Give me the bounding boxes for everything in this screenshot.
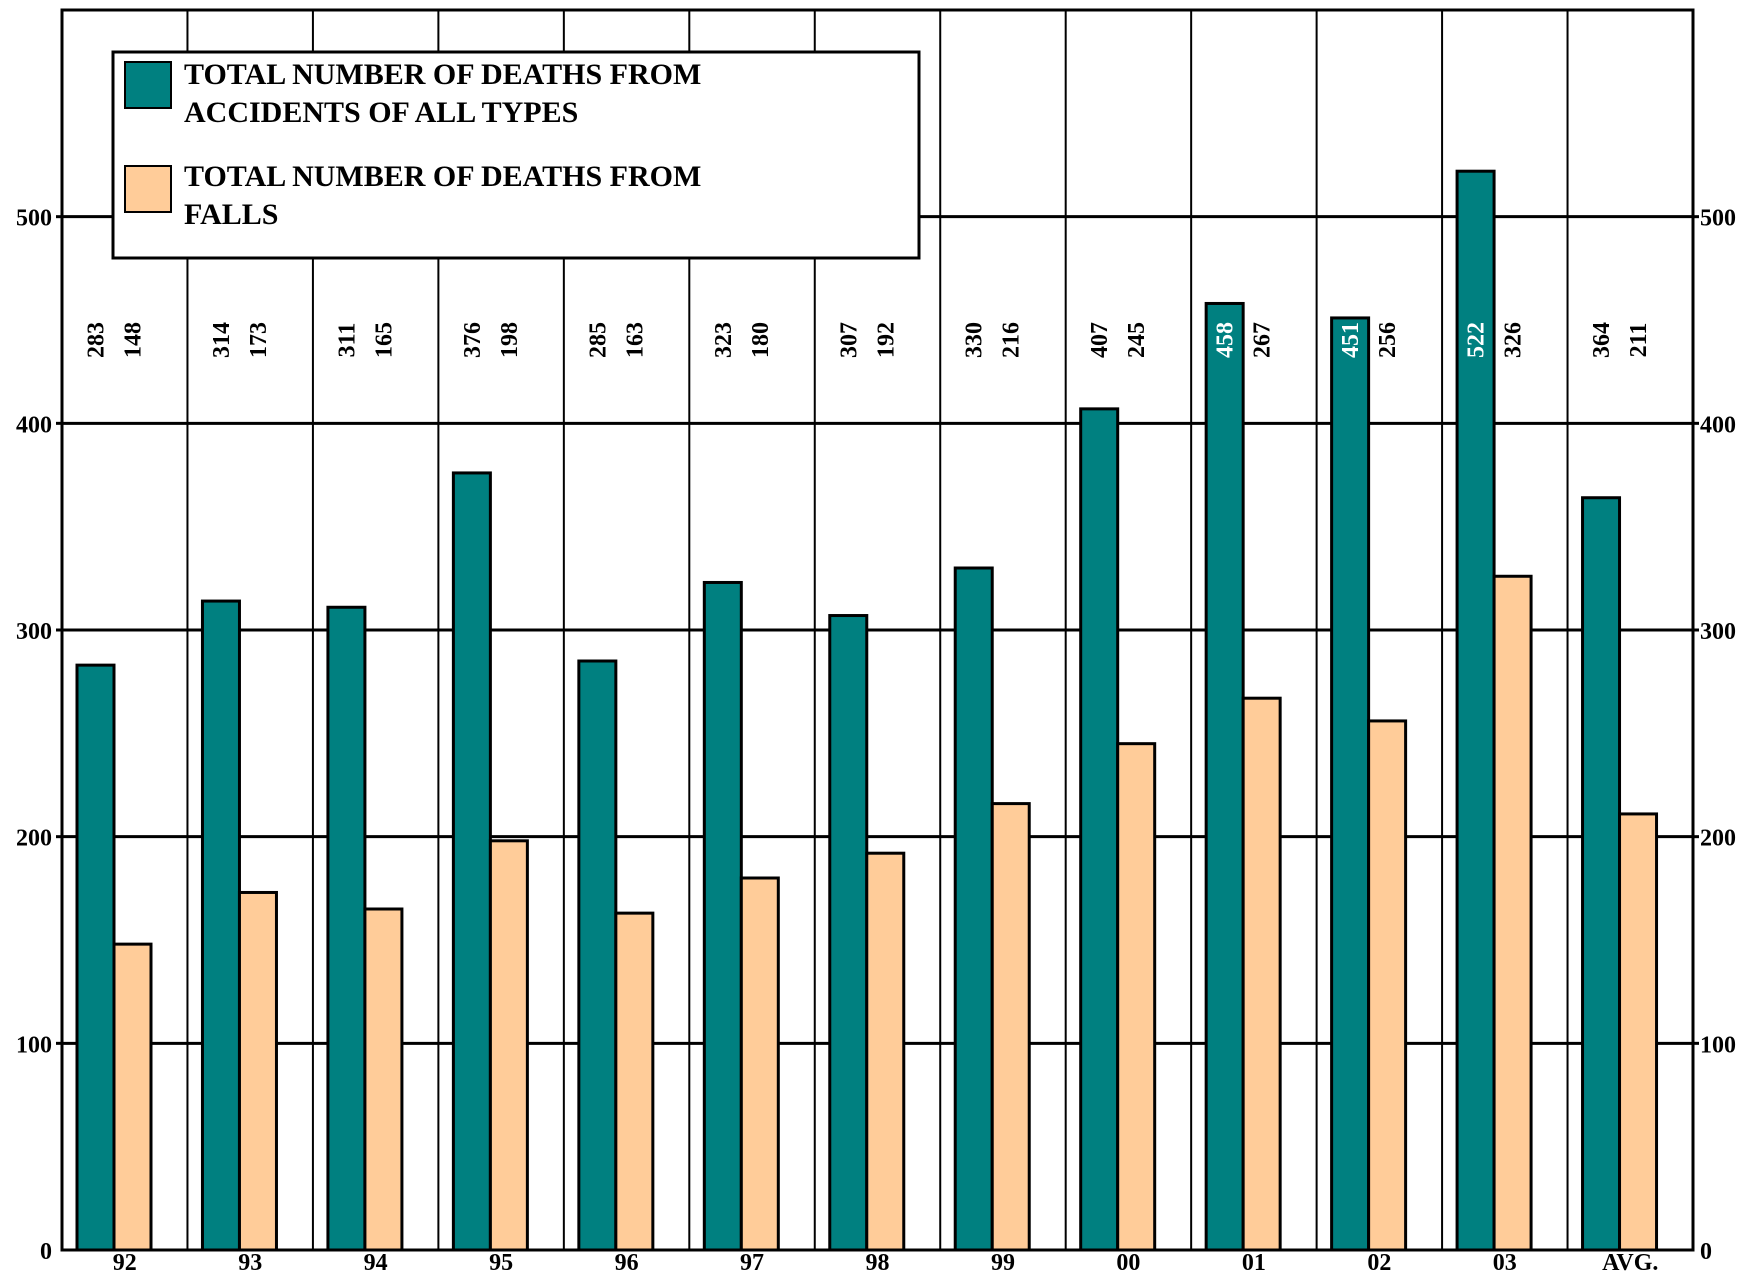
x-tick-label-00: 00 — [1116, 1250, 1140, 1273]
legend-box — [111, 50, 921, 260]
x-tick-label-94: 94 — [364, 1250, 388, 1273]
y-tick-label-right: 400 — [1700, 412, 1736, 438]
data-label-accidents-02: 451 — [1338, 322, 1364, 358]
data-label-falls-94: 165 — [371, 322, 397, 358]
data-label-falls-97: 180 — [748, 322, 774, 358]
data-label-accidents-AVG.: 364 — [1589, 322, 1615, 358]
y-tick-label-left: 400 — [16, 412, 52, 438]
data-label-accidents-98: 307 — [836, 322, 862, 358]
data-label-accidents-00: 407 — [1087, 322, 1113, 358]
bar-accidents-97 — [702, 580, 743, 1252]
data-label-falls-02: 256 — [1375, 322, 1401, 358]
data-label-accidents-97: 323 — [711, 322, 737, 358]
x-tick-label-98: 98 — [866, 1250, 890, 1273]
bar-falls-00 — [1116, 742, 1157, 1252]
bar-falls-96 — [614, 911, 655, 1252]
x-tick-label-95: 95 — [489, 1250, 513, 1273]
legend-falls-label: TOTAL NUMBER OF DEATHS FROM — [184, 160, 701, 193]
bar-accidents-93 — [200, 599, 241, 1252]
data-label-falls-99: 216 — [999, 322, 1025, 358]
data-label-falls-01: 267 — [1250, 322, 1276, 358]
data-label-falls-00: 245 — [1124, 322, 1150, 358]
x-tick-label-92: 92 — [113, 1250, 137, 1273]
y-tick-label-right: 300 — [1700, 619, 1736, 645]
x-tick-label-AVG.: AVG. — [1602, 1250, 1658, 1273]
bar-falls-AVG. — [1618, 812, 1659, 1252]
bar-falls-03 — [1492, 574, 1533, 1252]
y-tick-label-left: 0 — [40, 1239, 52, 1265]
legend-accidents-label: TOTAL NUMBER OF DEATHS FROM — [184, 58, 701, 91]
bar-falls-93 — [237, 890, 278, 1252]
bar-falls-99 — [990, 802, 1031, 1252]
legend-accidents-swatch — [124, 61, 172, 109]
bar-falls-95 — [488, 839, 529, 1252]
bar-accidents-98 — [828, 614, 869, 1252]
bar-falls-92 — [112, 942, 153, 1252]
x-tick-label-02: 02 — [1367, 1250, 1391, 1273]
legend-falls-label: FALLS — [184, 198, 278, 231]
x-tick-label-93: 93 — [238, 1250, 262, 1273]
y-tick-label-right: 0 — [1700, 1239, 1712, 1265]
x-tick-label-96: 96 — [615, 1250, 639, 1273]
y-tick-label-left: 100 — [16, 1032, 52, 1058]
data-label-accidents-03: 522 — [1464, 322, 1490, 358]
bar-accidents-02 — [1330, 316, 1371, 1252]
data-label-falls-96: 163 — [622, 322, 648, 358]
bar-accidents-00 — [1079, 407, 1120, 1252]
x-tick-label-01: 01 — [1242, 1250, 1266, 1273]
bar-accidents-92 — [75, 663, 116, 1252]
legend-falls-swatch — [124, 165, 172, 213]
data-label-falls-AVG.: 211 — [1626, 323, 1652, 358]
x-tick-label-99: 99 — [991, 1250, 1015, 1273]
legend-accidents-label: ACCIDENTS OF ALL TYPES — [184, 96, 578, 129]
bar-accidents-99 — [953, 566, 994, 1252]
data-label-accidents-94: 311 — [334, 323, 360, 358]
data-label-falls-93: 173 — [246, 322, 272, 358]
y-tick-label-left: 500 — [16, 206, 52, 232]
bar-accidents-95 — [451, 471, 492, 1252]
bar-falls-01 — [1241, 696, 1282, 1252]
data-label-falls-03: 326 — [1501, 322, 1527, 358]
data-label-accidents-95: 376 — [460, 322, 486, 358]
bar-falls-02 — [1367, 719, 1408, 1252]
bar-falls-98 — [865, 851, 906, 1252]
y-tick-label-right: 100 — [1700, 1032, 1736, 1058]
data-label-falls-98: 192 — [873, 322, 899, 358]
y-tick-label-right: 200 — [1700, 826, 1736, 852]
y-tick-label-left: 300 — [16, 619, 52, 645]
data-label-accidents-92: 283 — [84, 322, 110, 358]
data-label-accidents-99: 330 — [962, 322, 988, 358]
bar-accidents-96 — [577, 659, 618, 1252]
data-label-accidents-93: 314 — [209, 322, 235, 358]
y-tick-label-right: 500 — [1700, 206, 1736, 232]
data-label-falls-92: 148 — [121, 322, 147, 358]
data-label-falls-95: 198 — [497, 322, 523, 358]
x-tick-label-03: 03 — [1493, 1250, 1517, 1273]
bar-accidents-AVG. — [1581, 496, 1622, 1252]
plot-frame — [60, 8, 1695, 1252]
x-tick-label-97: 97 — [740, 1250, 764, 1273]
bar-accidents-01 — [1204, 301, 1245, 1252]
bar-falls-97 — [739, 876, 780, 1252]
data-label-accidents-96: 285 — [585, 322, 611, 358]
data-label-accidents-01: 458 — [1213, 322, 1239, 358]
y-tick-label-left: 200 — [16, 826, 52, 852]
bar-falls-94 — [363, 907, 404, 1252]
bar-accidents-94 — [326, 605, 367, 1252]
